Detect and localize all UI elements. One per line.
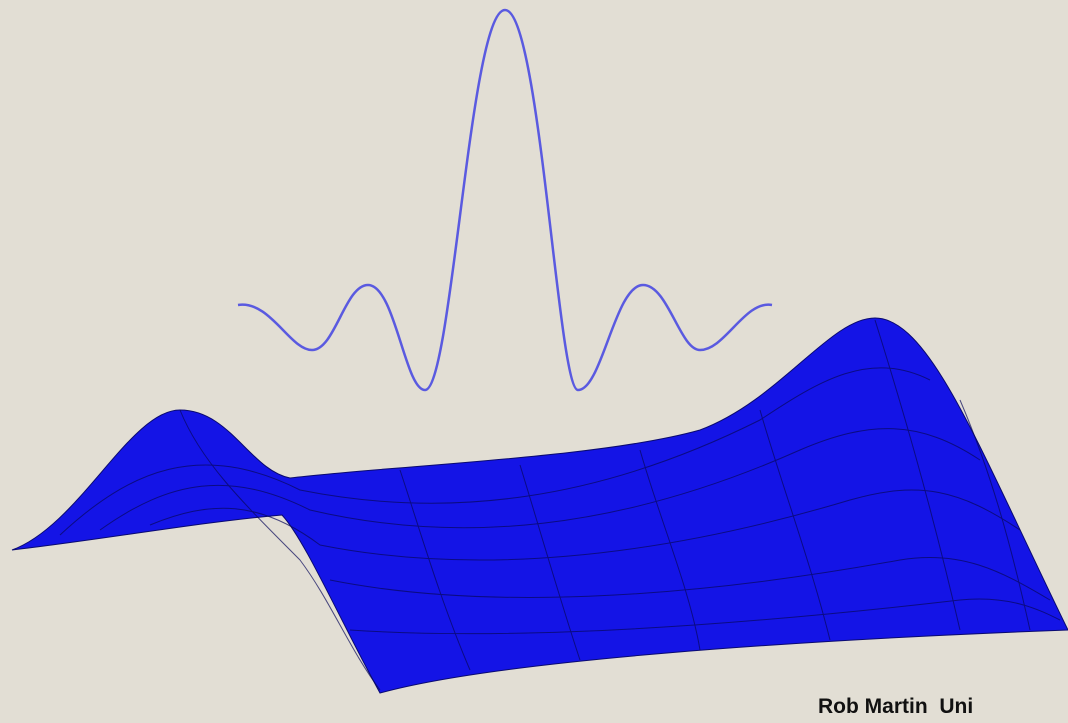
slide: Rob Martin Uni [0, 0, 1068, 723]
page: {"credit": "Rob Martin Uni"} Rob Martin … [0, 0, 1068, 723]
credit: Rob Martin Uni [818, 695, 973, 718]
